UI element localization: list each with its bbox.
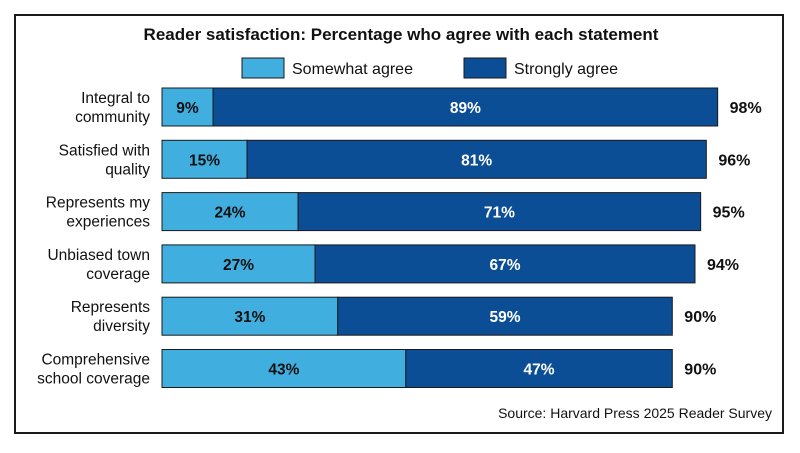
category-label-5: Represents diversity (71, 299, 151, 335)
bar-value-4-1: 27% (223, 257, 254, 274)
chart-title: Reader satisfaction: Percentage who agre… (144, 25, 659, 44)
bar-total-2: 96% (718, 152, 750, 169)
bar-value-1-1: 9% (176, 100, 199, 117)
bar-value-2-1: 15% (189, 152, 220, 169)
bar-value-3-1: 24% (215, 205, 246, 222)
bar-segment-1-2 (212, 87, 719, 127)
legend: Somewhat agree Strongly agree (241, 57, 618, 79)
bars: Integral to community 9% 89% 98% Satisfied wi… (37, 87, 762, 388)
bar-total-4: 94% (707, 257, 739, 274)
bar-value-6-2: 47% (524, 362, 555, 379)
bar-segment-4-1 (161, 244, 316, 284)
bar-value-2-2: 81% (461, 152, 492, 169)
bar-value-4-2: 67% (490, 257, 521, 274)
bar-value-1-2: 89% (450, 100, 481, 117)
legend-label-1: Somewhat agree (292, 61, 413, 78)
category-label-1: Integral to community (75, 90, 150, 126)
category-label-4: Unbiased town coverage (47, 247, 150, 283)
legend-swatch-1 (241, 57, 285, 79)
bar-value-3-2: 71% (484, 205, 515, 222)
bar-total-3: 95% (713, 205, 745, 222)
category-label-2: Satisfied with quality (59, 142, 151, 178)
bar-value-6-1: 43% (268, 362, 299, 379)
bar-segment-3-2 (297, 192, 702, 232)
bar-segment-2-1 (161, 139, 248, 179)
bar-segment-2-2 (246, 139, 707, 179)
legend-swatch-2 (463, 57, 507, 79)
bar-segment-3-1 (161, 192, 299, 232)
bar-total-6: 90% (684, 362, 716, 379)
bar-value-5-1: 31% (234, 309, 265, 326)
category-label-3: Represents my experiences (46, 195, 150, 231)
bar-chart: Reader satisfaction: Percentage who agre… (37, 25, 772, 421)
bar-segment-6-2 (405, 349, 673, 388)
bar-segment-5-1 (161, 296, 339, 336)
bar-segment-4-2 (314, 244, 696, 284)
chart-frame: Reader satisfaction: Percentage who agre… (14, 14, 784, 434)
bar-total-1: 98% (730, 100, 762, 117)
legend-label-2: Strongly agree (514, 61, 618, 78)
category-label-6: Comprehensive school coverage (37, 352, 150, 388)
bar-segment-5-2 (337, 296, 673, 336)
chart-source: Source: Harvard Press 2025 Reader Survey (498, 405, 772, 421)
bar-total-5: 90% (684, 309, 716, 326)
bar-segment-1-1 (161, 87, 214, 127)
bar-value-5-2: 59% (490, 309, 521, 326)
